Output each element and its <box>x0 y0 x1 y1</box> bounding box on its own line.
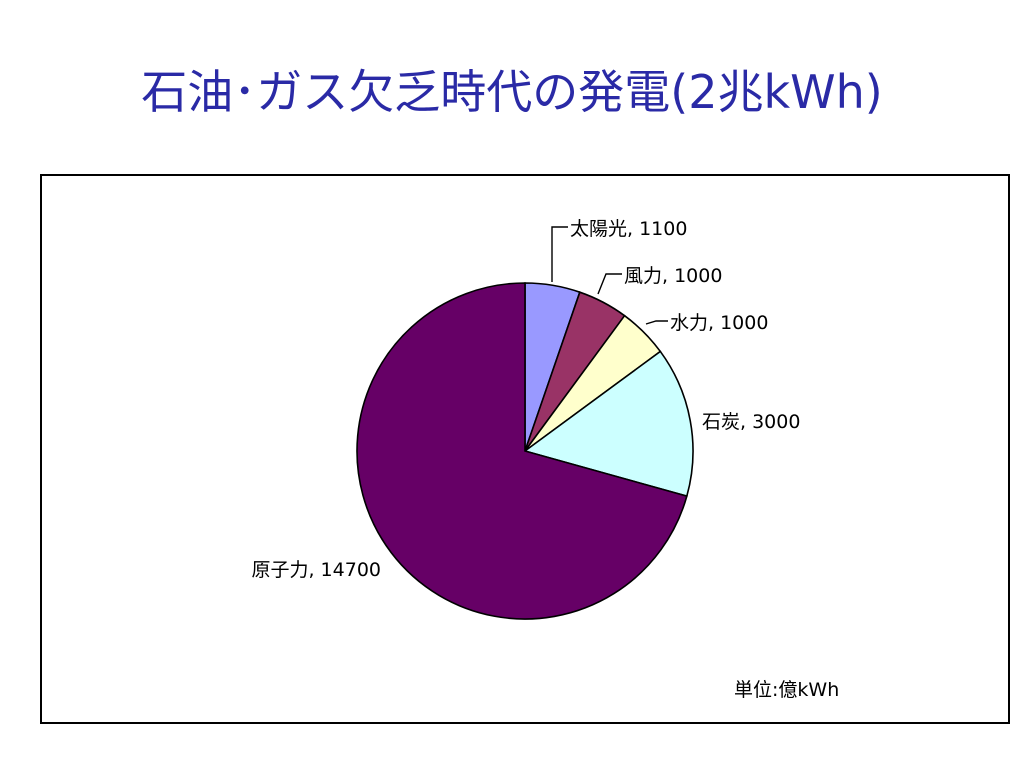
pie-slices <box>356 282 694 620</box>
slice-label-0: 太陽光, 1100 <box>570 218 687 240</box>
slice-labels: 太陽光, 1100 風力, 1000 水力, 1000 石炭, 3000 原子力, 14… <box>251 218 800 581</box>
chart-frame: 太陽光, 1100 風力, 1000 水力, 1000 石炭, 3000 原子力, 14… <box>40 174 1010 724</box>
slice-label-4: 原子力, 14700 <box>251 559 381 581</box>
label-leader-lines <box>551 226 668 325</box>
slice-label-3: 石炭, 3000 <box>702 411 800 433</box>
leader-line-0 <box>551 226 568 282</box>
leader-line-1 <box>597 273 622 295</box>
pie-chart: 太陽光, 1100 風力, 1000 水力, 1000 石炭, 3000 原子力, 14… <box>251 218 839 701</box>
slide-title: 石油･ガス欠乏時代の発電(2兆kWh) <box>141 65 883 119</box>
pie-slice-4 <box>356 282 688 620</box>
leader-line-2 <box>645 320 668 325</box>
unit-note: 単位:億kWh <box>734 679 839 701</box>
slice-label-1: 風力, 1000 <box>624 265 722 287</box>
pie-slice-3 <box>523 350 694 498</box>
slice-label-2: 水力, 1000 <box>670 312 768 334</box>
